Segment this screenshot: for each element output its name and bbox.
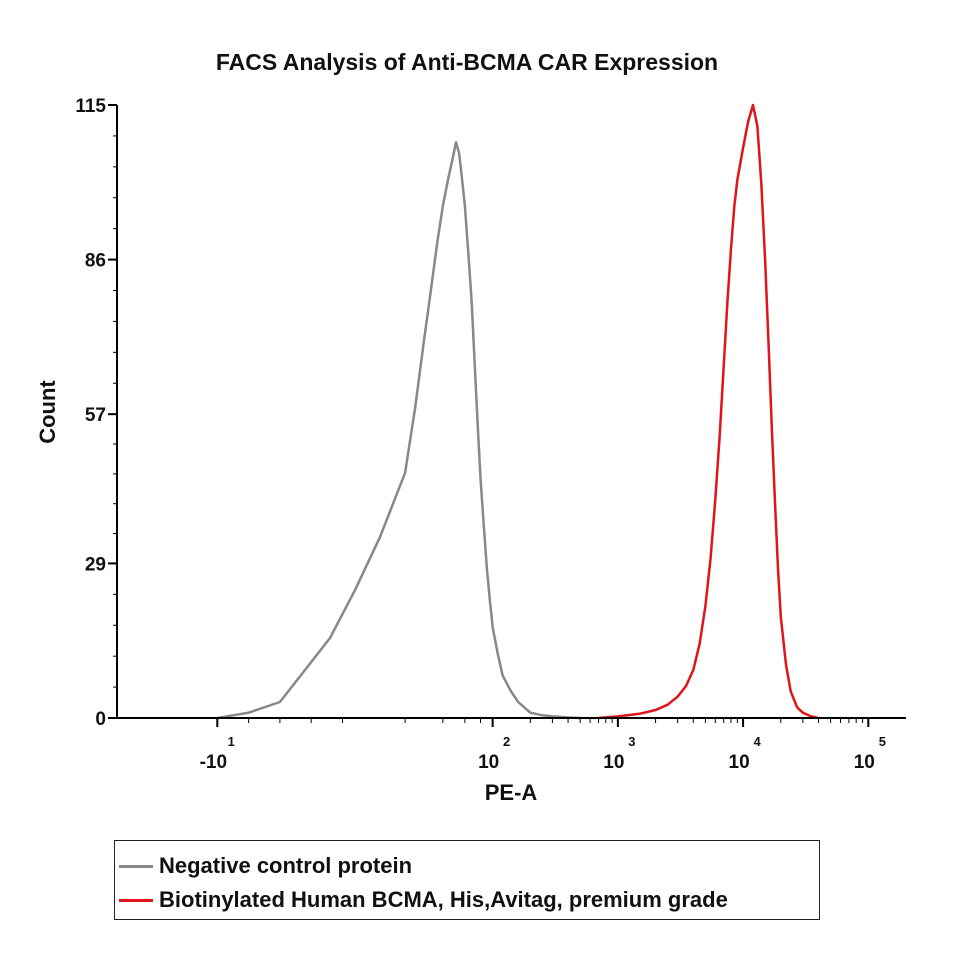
y-tick-label: 86	[85, 251, 106, 272]
x-tick-exponent: 2	[503, 734, 510, 749]
legend-swatch-red	[119, 898, 153, 902]
legend-label-bcma: Biotinylated Human BCMA, His,Avitag, pre…	[159, 887, 728, 912]
x-tick-exponent: 3	[628, 734, 635, 749]
x-tick-exponent: 5	[879, 734, 886, 749]
legend-swatch-gray	[119, 864, 153, 868]
x-tick-label: 10	[729, 752, 750, 773]
y-ticks: 0 29 57 86 115	[75, 96, 117, 730]
x-tick-label: -10	[200, 752, 227, 773]
y-tick-label: 0	[95, 709, 106, 730]
series-negative-control-line	[217, 141, 581, 720]
legend-item-bcma: Biotinylated Human BCMA, His,Avitag, pre…	[119, 883, 819, 917]
series-bcma-line	[598, 103, 819, 720]
chart-title: FACS Analysis of Anti-BCMA CAR Expressio…	[216, 49, 718, 75]
x-tick-label: 10	[854, 752, 875, 773]
chart-legend: Negative control protein Biotinylated Hu…	[114, 840, 820, 920]
y-axis-label: Count	[35, 380, 60, 444]
legend-item-negative-control: Negative control protein	[119, 849, 819, 883]
y-tick-label: 115	[75, 96, 106, 117]
x-tick-label: 10	[603, 752, 624, 773]
x-tick-exponent: 1	[228, 734, 235, 749]
x-axis-label: PE-A	[485, 780, 538, 805]
y-tick-label: 29	[85, 554, 106, 575]
series-layer	[217, 103, 819, 720]
x-tick-label: 10	[478, 752, 499, 773]
x-tick-exponent: 4	[753, 734, 761, 749]
y-tick-label: 57	[85, 405, 106, 426]
legend-label-negative-control: Negative control protein	[159, 853, 413, 878]
